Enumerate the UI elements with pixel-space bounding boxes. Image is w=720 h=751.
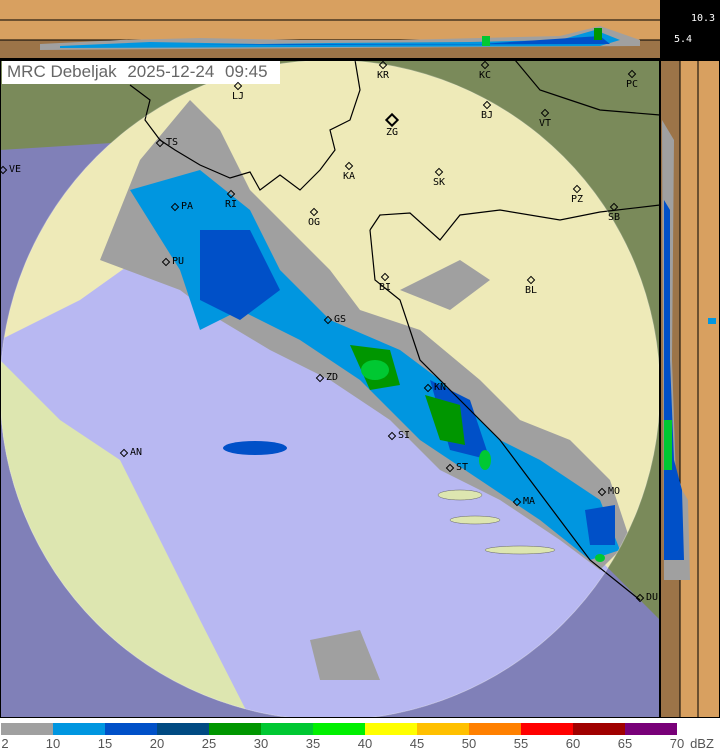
- legend-swatch: [469, 723, 521, 735]
- city-label: PU: [172, 256, 185, 267]
- legend-swatch: [209, 723, 261, 735]
- city-label: VT: [539, 118, 552, 129]
- time: 09:45: [225, 62, 268, 81]
- legend-tick-label: 65: [617, 736, 633, 751]
- city-label: SB: [608, 212, 621, 223]
- city-label: TS: [166, 137, 179, 148]
- city-label: BJ: [481, 110, 494, 121]
- city-label: SI: [398, 430, 411, 441]
- city-label: BI: [379, 282, 392, 293]
- city-label: KR: [377, 70, 390, 81]
- legend-tick-label: 2: [1, 736, 9, 751]
- station-name: MRC Debeljak: [7, 62, 117, 81]
- city-label: KN: [434, 382, 447, 393]
- city-label: GS: [334, 314, 347, 325]
- city-label: AN: [130, 447, 143, 458]
- city-label: MA: [523, 496, 536, 507]
- city-label: ZD: [326, 372, 339, 383]
- legend-tick-label: 25: [201, 736, 217, 751]
- legend-swatch: [157, 723, 209, 735]
- city-label: VE: [9, 164, 22, 175]
- city-label: KC: [479, 70, 492, 81]
- legend-tick-label: 55: [513, 736, 529, 751]
- legend-tick-label: 10: [45, 736, 61, 751]
- city-label: LJ: [232, 91, 245, 102]
- legend-tick-label: 50: [461, 736, 477, 751]
- legend-swatch: [53, 723, 105, 735]
- legend-tick-label: 60: [565, 736, 581, 751]
- legend-swatch: [105, 723, 157, 735]
- legend-tick-label: 30: [253, 736, 269, 751]
- city-label: DU: [646, 592, 659, 603]
- legend-swatch: [1, 723, 53, 735]
- legend-tick-label: 35: [305, 736, 321, 751]
- city-label: SK: [433, 177, 446, 188]
- radar-map: [0, 60, 660, 718]
- height-label-lower: 5.4: [674, 34, 693, 45]
- reflectivity-legend: 2 10 15 20 25 30 35 40 45 50 55 60 65 70 dBZ: [0, 718, 720, 751]
- height-scale-box: 10.3 5.4: [660, 0, 720, 60]
- city-label: PC: [626, 79, 639, 90]
- legend-tick-label: 40: [357, 736, 373, 751]
- city-label: PA: [181, 201, 194, 212]
- vertical-cross-section: [660, 60, 720, 718]
- legend-tick-label: 45: [409, 736, 425, 751]
- horizontal-cross-section: [0, 0, 660, 60]
- radar-title: MRC Debeljak 2025-12-24 09:45: [2, 61, 280, 84]
- legend-tick-label: 70: [669, 736, 685, 751]
- city-label: BL: [525, 285, 538, 296]
- city-label: ST: [456, 462, 469, 473]
- height-label-upper: 10.3: [691, 13, 716, 24]
- city-label: RI: [225, 199, 238, 210]
- city-label: MO: [608, 486, 621, 497]
- legend-swatch: [417, 723, 469, 735]
- city-label: OG: [308, 217, 321, 228]
- legend-swatch: [625, 723, 677, 735]
- date: 2025-12-24: [127, 62, 215, 81]
- legend-tick-label: 20: [149, 736, 165, 751]
- legend-color-bar: [1, 723, 677, 735]
- legend-swatch: [313, 723, 365, 735]
- legend-unit: dBZ: [690, 736, 714, 751]
- legend-swatch: [573, 723, 625, 735]
- city-label: KA: [343, 171, 356, 182]
- legend-tick-label: 15: [97, 736, 113, 751]
- legend-swatch: [521, 723, 573, 735]
- legend-swatch: [261, 723, 313, 735]
- city-label: ZG: [386, 127, 399, 138]
- legend-swatch: [365, 723, 417, 735]
- city-label: PZ: [571, 194, 584, 205]
